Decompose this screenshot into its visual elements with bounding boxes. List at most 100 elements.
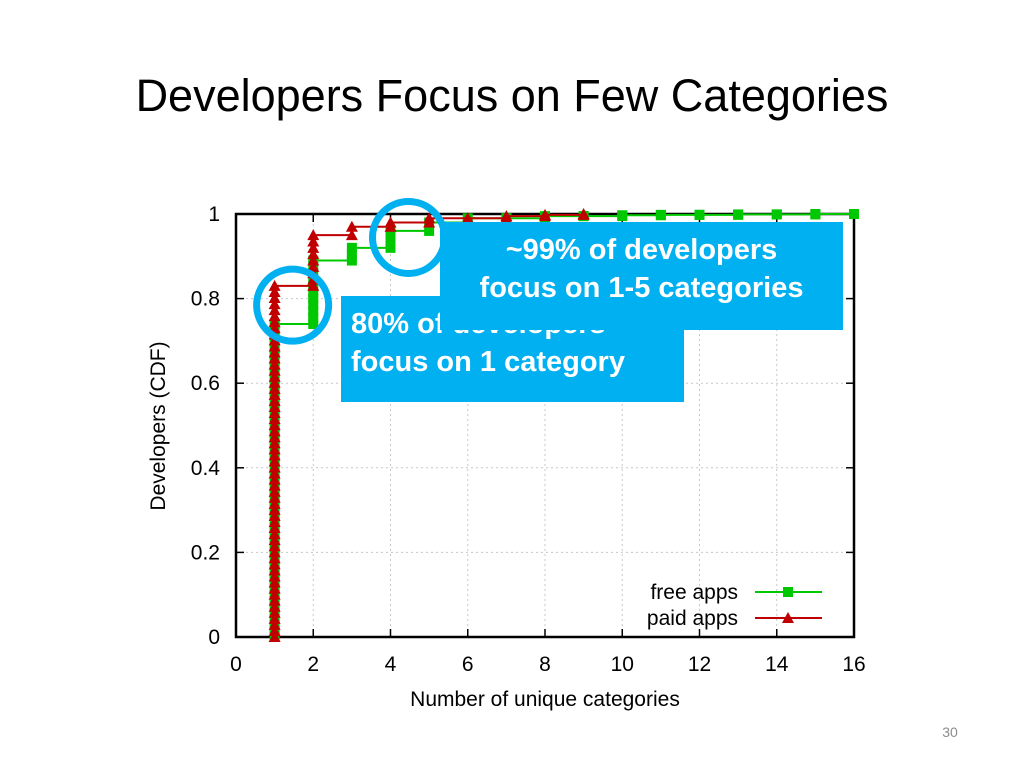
data-point	[268, 618, 281, 630]
data-point	[268, 358, 281, 370]
data-point	[268, 382, 281, 394]
data-point	[346, 242, 357, 253]
data-point	[268, 588, 281, 600]
data-point	[385, 242, 396, 253]
y-tick-label: 1	[208, 203, 220, 226]
callout-five-line-1: ~99% of developers	[505, 234, 778, 266]
data-point	[268, 413, 281, 425]
x-tick-label: 6	[462, 653, 474, 676]
x-tick-label: 12	[688, 653, 711, 676]
data-point	[268, 304, 281, 316]
data-point	[268, 298, 281, 310]
data-point	[268, 370, 281, 382]
x-tick-label: 2	[307, 653, 319, 676]
data-point	[268, 491, 281, 503]
data-point	[268, 503, 281, 515]
data-point	[268, 431, 281, 443]
data-point	[268, 419, 281, 431]
data-point	[268, 534, 281, 546]
data-point	[268, 400, 281, 412]
data-point	[268, 346, 281, 358]
data-point	[694, 209, 705, 220]
data-point	[268, 497, 281, 509]
x-axis-label: Number of unique categories	[410, 688, 680, 711]
data-point	[461, 212, 474, 224]
data-point	[539, 208, 551, 220]
data-point	[268, 285, 281, 297]
data-point	[308, 299, 319, 310]
data-point	[500, 210, 513, 222]
data-point	[268, 394, 281, 406]
data-point	[268, 292, 281, 304]
data-point	[268, 594, 281, 606]
data-point	[345, 220, 358, 232]
x-tick-label: 8	[539, 653, 551, 676]
y-tick-label: 0.4	[191, 457, 221, 480]
data-point	[268, 388, 281, 400]
data-point	[268, 479, 281, 491]
y-tick-label: 0.6	[191, 372, 220, 395]
data-point	[268, 552, 281, 564]
data-point	[307, 279, 320, 291]
highlight-circle	[253, 265, 333, 345]
data-point	[617, 210, 628, 221]
data-point	[849, 209, 859, 219]
legend-entry-free-apps: free apps	[650, 581, 822, 604]
y-tick-label: 0	[208, 626, 220, 649]
data-point	[268, 522, 281, 534]
legend-marker	[783, 587, 793, 597]
data-point	[268, 461, 281, 473]
data-point	[423, 212, 436, 224]
data-point	[308, 318, 319, 329]
data-point	[268, 570, 281, 582]
data-point	[655, 209, 666, 220]
data-point	[268, 582, 281, 594]
data-point	[810, 209, 821, 219]
data-point	[268, 606, 281, 618]
slide-title: Developers Focus on Few Categories	[135, 70, 889, 121]
y-tick-label: 0.2	[191, 541, 220, 564]
data-point	[268, 437, 281, 449]
callout-five-categories: ~99% of developers focus on 1-5 categori…	[440, 222, 843, 330]
data-point	[268, 515, 281, 527]
data-point	[346, 255, 357, 266]
data-point	[384, 216, 397, 228]
x-tick-label: 4	[385, 653, 397, 676]
data-point	[268, 316, 281, 328]
data-point	[268, 455, 281, 467]
callout-one-line-2: focus on 1 category	[351, 346, 625, 378]
x-tick-label: 10	[611, 653, 634, 676]
callout-five-line-2: focus on 1-5 categories	[479, 272, 804, 304]
legend-label: paid apps	[647, 607, 738, 630]
data-point	[385, 234, 396, 245]
data-point	[307, 248, 320, 260]
y-tick-label: 0.8	[191, 288, 220, 311]
y-axis-label: Developers (CDF)	[147, 341, 170, 510]
data-point	[268, 631, 281, 642]
data-point	[268, 310, 281, 322]
data-point	[268, 540, 281, 552]
data-point	[268, 449, 281, 461]
data-point	[307, 235, 320, 247]
data-point	[268, 576, 281, 588]
data-point	[268, 376, 281, 388]
data-point	[268, 473, 281, 485]
data-point	[308, 312, 319, 323]
data-point	[268, 279, 281, 291]
data-point	[268, 564, 281, 576]
data-point	[268, 485, 281, 497]
data-point	[268, 443, 281, 455]
data-point	[577, 208, 590, 219]
data-point	[268, 624, 281, 636]
data-point	[268, 425, 281, 437]
data-point	[346, 249, 357, 260]
data-point	[308, 287, 319, 298]
data-point	[308, 293, 319, 304]
data-point	[345, 229, 358, 241]
data-point	[268, 612, 281, 624]
data-point	[268, 407, 281, 419]
data-point	[424, 225, 435, 236]
data-point	[307, 229, 320, 241]
x-tick-label: 16	[842, 653, 865, 676]
legend-marker	[782, 612, 794, 623]
